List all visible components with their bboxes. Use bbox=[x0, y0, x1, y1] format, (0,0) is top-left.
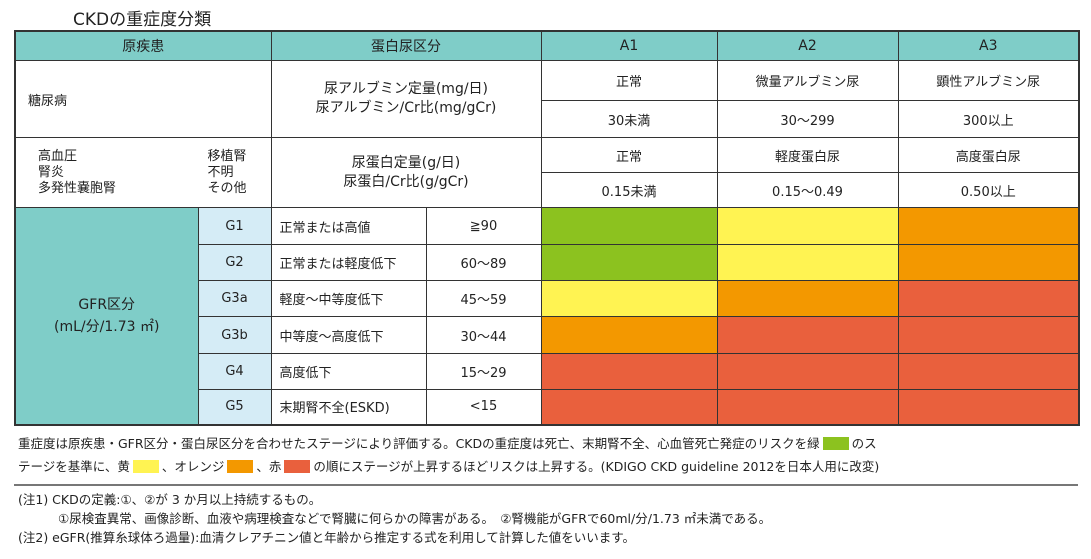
other-measure: 尿蛋白定量(g/日) 尿蛋白/Cr比(g/gCr) bbox=[270, 137, 542, 208]
legend-text-part: テージを基準に、黄 bbox=[18, 459, 130, 474]
a2-value: 30〜299 bbox=[716, 100, 899, 138]
disease-item: 多発性嚢胞腎 bbox=[38, 180, 117, 196]
header-a2: A2 bbox=[716, 30, 899, 61]
header-a1: A1 bbox=[540, 30, 718, 61]
risk-cell-red bbox=[716, 353, 899, 390]
risk-cell-green bbox=[540, 244, 718, 281]
legend-text-part: 、赤 bbox=[256, 459, 282, 474]
gfr-row: G3a 軽度〜中等度低下 45〜59 bbox=[15, 280, 1080, 317]
footnotes: (注1) CKDの定義:①、②が 3 か月以上持続するもの。 ①尿検査異常、画像… bbox=[18, 490, 771, 547]
risk-cell-orange bbox=[897, 207, 1080, 245]
legend-text-part: 、オレンジ bbox=[161, 459, 225, 474]
gfr-row: G3b 中等度〜高度低下 30〜44 bbox=[15, 316, 1080, 354]
a1-label: 正常 bbox=[540, 137, 718, 173]
gfr-description: 高度低下 bbox=[270, 353, 427, 390]
a3-value: 0.50以上 bbox=[897, 172, 1080, 208]
risk-cell-yellow bbox=[716, 244, 899, 281]
gfr-stage: G5 bbox=[197, 389, 272, 425]
disease-item: 腎炎 bbox=[38, 164, 65, 180]
gfr-label: GFR区分 bbox=[78, 296, 136, 313]
disease-other: 高血圧 腎炎 多発性嚢胞腎 移植腎 不明 その他 bbox=[14, 137, 272, 208]
risk-cell-orange bbox=[897, 244, 1080, 281]
header-proteinuria: 蛋白尿区分 bbox=[270, 30, 542, 61]
header-disease: 原疾患 bbox=[14, 30, 272, 61]
gfr-range: 45〜59 bbox=[425, 280, 542, 317]
gfr-category-label: GFR区分 (mL/分/1.73 ㎡) bbox=[14, 207, 199, 425]
risk-cell-green bbox=[540, 207, 718, 245]
gfr-stage: G3b bbox=[197, 316, 272, 354]
measure-line: 尿蛋白定量(g/日) bbox=[351, 154, 461, 171]
gfr-range: 60〜89 bbox=[425, 244, 542, 281]
disease-item: 不明 bbox=[207, 164, 234, 180]
diabetes-measure: 尿アルブミン定量(mg/日) 尿アルブミン/Cr比(mg/gCr) bbox=[270, 60, 542, 138]
disease-item: 移植腎 bbox=[207, 148, 247, 164]
gfr-description: 正常または高値 bbox=[270, 207, 427, 245]
gfr-row: GFR区分 (mL/分/1.73 ㎡) G1 正常または高値 ≧90 bbox=[14, 207, 1080, 425]
legend-text-part: のス bbox=[851, 436, 877, 451]
gfr-range: 30〜44 bbox=[425, 316, 542, 354]
header-a3: A3 bbox=[897, 30, 1080, 61]
a1-value: 0.15未満 bbox=[540, 172, 718, 208]
a2-value: 0.15〜0.49 bbox=[716, 172, 899, 208]
gfr-range: ≧90 bbox=[425, 207, 542, 245]
risk-cell-red bbox=[540, 389, 718, 425]
a3-label: 顕性アルブミン尿 bbox=[897, 60, 1080, 101]
legend-text: 重症度は原疾患・GFR区分・蛋白尿区分を合わせたステージにより評価する。CKDの… bbox=[18, 432, 879, 478]
a3-label: 高度蛋白尿 bbox=[897, 137, 1080, 173]
yellow-swatch bbox=[132, 460, 159, 473]
risk-cell-red bbox=[897, 353, 1080, 390]
risk-cell-red bbox=[897, 316, 1080, 354]
a2-label: 微量アルブミン尿 bbox=[716, 60, 899, 101]
risk-cell-red bbox=[540, 353, 718, 390]
a1-label: 正常 bbox=[540, 60, 718, 101]
disease-diabetes: 糖尿病 bbox=[14, 60, 272, 138]
gfr-row: G5 末期腎不全(ESKD) <15 bbox=[15, 389, 1080, 425]
measure-line: 尿アルブミン/Cr比(mg/gCr) bbox=[315, 100, 497, 116]
ckd-severity-table: 原疾患 蛋白尿区分 A1 A2 A3 糖尿病 尿アルブミン定量(mg/日) 尿アル… bbox=[14, 30, 1080, 426]
gfr-description: 軽度〜中等度低下 bbox=[270, 280, 427, 317]
orange-swatch bbox=[227, 460, 254, 473]
a1-value: 30未満 bbox=[540, 100, 718, 138]
gfr-description: 正常または軽度低下 bbox=[270, 244, 427, 281]
gfr-stage: G4 bbox=[197, 353, 272, 390]
red-swatch bbox=[284, 460, 311, 473]
risk-cell-red bbox=[897, 389, 1080, 425]
gfr-row: G2 正常または軽度低下 60〜89 bbox=[15, 244, 1080, 281]
footnote-2: (注2) eGFR(推算糸球体ろ過量):血清クレアチニン値と年齢から推定する式を… bbox=[18, 530, 636, 545]
risk-cell-yellow bbox=[716, 207, 899, 245]
measure-line: 尿アルブミン定量(mg/日) bbox=[323, 81, 489, 97]
gfr-stage: G3a bbox=[197, 280, 272, 317]
measure-line: 尿蛋白/Cr比(g/gCr) bbox=[343, 173, 469, 190]
footnote-1-detail: ①尿検査異常、画像診断、血液や病理検査などで腎臓に何らかの障害がある。 ②腎機能… bbox=[58, 511, 772, 526]
risk-cell-orange bbox=[540, 316, 718, 354]
gfr-range: <15 bbox=[425, 389, 542, 425]
a3-value: 300以上 bbox=[897, 100, 1080, 138]
header-row: 原疾患 蛋白尿区分 A1 A2 A3 bbox=[14, 30, 1080, 61]
gfr-range: 15〜29 bbox=[425, 353, 542, 390]
risk-cell-orange bbox=[716, 280, 899, 317]
page-title: CKDの重症度分類 bbox=[73, 10, 212, 30]
a2-label: 軽度蛋白尿 bbox=[716, 137, 899, 173]
risk-cell-red bbox=[716, 316, 899, 354]
green-swatch bbox=[822, 437, 849, 450]
gfr-row: G4 高度低下 15〜29 bbox=[15, 353, 1080, 390]
risk-cell-red bbox=[897, 280, 1080, 317]
gfr-description: 末期腎不全(ESKD) bbox=[270, 389, 427, 425]
divider bbox=[14, 484, 1078, 486]
footnote-1: (注1) CKDの定義:①、②が 3 か月以上持続するもの。 bbox=[18, 492, 322, 507]
risk-cell-yellow bbox=[540, 280, 718, 317]
gfr-stage: G2 bbox=[197, 244, 272, 281]
legend-text-part: 重症度は原疾患・GFR区分・蛋白尿区分を合わせたステージにより評価する。CKDの… bbox=[18, 436, 820, 451]
gfr-unit: (mL/分/1.73 ㎡) bbox=[54, 318, 160, 335]
disease-item: 高血圧 bbox=[38, 148, 78, 164]
gfr-stage: G1 bbox=[197, 207, 272, 245]
disease-item: その他 bbox=[207, 180, 247, 196]
risk-cell-red bbox=[716, 389, 899, 425]
legend-text-part: の順にステージが上昇するほどリスクは上昇する。(KDIGO CKD guidel… bbox=[313, 459, 880, 474]
gfr-description: 中等度〜高度低下 bbox=[270, 316, 427, 354]
